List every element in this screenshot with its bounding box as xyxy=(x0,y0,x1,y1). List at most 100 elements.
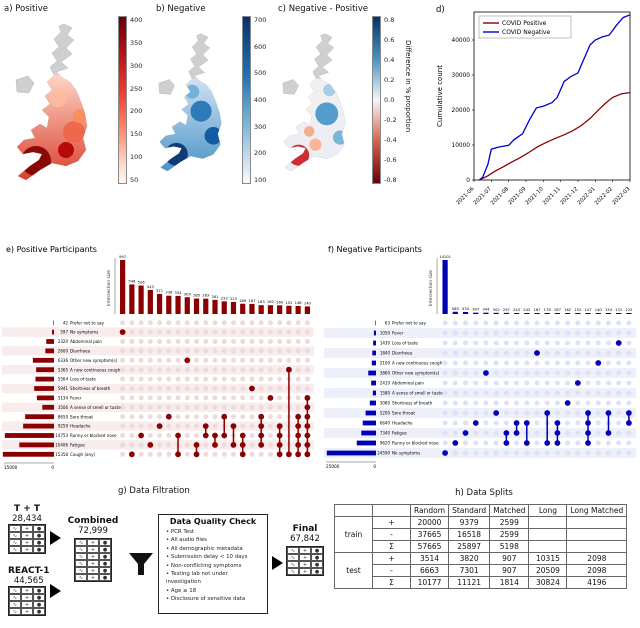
matrix-dot xyxy=(534,320,540,326)
intersection-bar-value: 534 xyxy=(462,307,470,311)
intersection-bar xyxy=(221,301,227,314)
intersection-bar-value: 176 xyxy=(544,308,552,312)
set-label: No symptoms xyxy=(70,330,98,335)
matrix-dot xyxy=(138,404,144,410)
split-count-cell xyxy=(528,528,568,541)
intersection-bar-value: 233 xyxy=(221,296,229,300)
set-size-bar xyxy=(365,410,376,416)
matrix-dot xyxy=(258,395,264,401)
split-count-cell xyxy=(566,516,628,529)
matrix-dot xyxy=(463,390,469,396)
dataset-cell: ● xyxy=(99,574,111,581)
colorbar-tick: -0.2 xyxy=(384,116,397,124)
set-label: A sense of smell or taste xyxy=(70,405,121,410)
matrix-dot xyxy=(463,420,469,426)
matrix-dot xyxy=(544,380,550,386)
matrix-dot xyxy=(585,330,591,336)
matrix-dot xyxy=(157,414,163,420)
panel-e-positive-upset: e) Positive Participants Intersection siz… xyxy=(0,240,318,482)
colorbar-tick: 0.2 xyxy=(384,76,395,84)
row-group-label: train xyxy=(334,516,373,553)
matrix-dot xyxy=(483,320,489,326)
colorbar-tick: 100 xyxy=(130,153,143,162)
set-size-value: 14753 xyxy=(55,433,68,438)
matrix-dot xyxy=(595,340,601,346)
matrix-dot xyxy=(605,380,611,386)
matrix-dot xyxy=(166,367,172,373)
matrix-dot xyxy=(240,395,246,401)
matrix-dot xyxy=(175,376,181,382)
matrix-dot xyxy=(626,440,632,446)
set-label: Fever xyxy=(392,331,404,336)
source-react-count: 44,565 xyxy=(13,576,44,586)
intersection-bar-value: 160 xyxy=(276,300,284,304)
matrix-dot xyxy=(267,357,273,363)
matrix-dot xyxy=(175,348,181,354)
set-size-bar xyxy=(372,390,376,396)
matrix-dot xyxy=(184,386,190,391)
set-size-bar xyxy=(25,414,54,420)
set-label: Other new symptom(s) xyxy=(70,358,118,363)
series-line xyxy=(478,91,631,181)
set-size-bar xyxy=(36,367,54,373)
matrix-dot xyxy=(221,357,227,363)
set-label: Prefer not to say xyxy=(392,321,427,326)
intersection-size-axis-label: Intersection size xyxy=(428,270,434,306)
choropleth-patch xyxy=(204,127,222,145)
intersection-bar xyxy=(483,312,489,314)
matrix-dot xyxy=(473,390,479,396)
intersection-bar xyxy=(249,303,255,314)
set-size-bar xyxy=(34,386,54,391)
legend-label: COVID Positive xyxy=(502,20,547,27)
split-count-cell: 10177 xyxy=(409,576,450,589)
y-tick-label: 30000 xyxy=(452,73,471,79)
set-size-bar xyxy=(52,329,54,335)
matrix-dot xyxy=(524,350,530,356)
matrix-dot xyxy=(194,320,200,326)
matrix-dot xyxy=(575,330,581,336)
choropleth-patch xyxy=(303,126,315,137)
x-tick-label: 2021-12 xyxy=(559,186,579,206)
row-stripe xyxy=(324,448,636,458)
row-sign: + xyxy=(372,516,411,529)
intersection-bar xyxy=(138,285,144,314)
dataset-cell: + xyxy=(87,574,99,581)
dataset-cell: ∿ xyxy=(75,546,87,553)
matrix-dot xyxy=(595,370,601,376)
intersection-bar xyxy=(267,305,274,314)
intersection-bar-value: 162 xyxy=(564,308,571,312)
matrix-dot xyxy=(544,360,550,366)
combo-dot xyxy=(595,360,602,366)
set-label: Diarrhoea xyxy=(392,351,413,356)
matrix-dot xyxy=(249,357,255,363)
intersection-bar-value: 338 xyxy=(165,291,173,295)
matrix-dot xyxy=(442,380,448,386)
matrix-dot xyxy=(575,450,581,456)
matrix-dot xyxy=(463,440,469,446)
matrix-dot xyxy=(230,320,236,326)
matrix-dot xyxy=(277,386,283,391)
colorbar-tick: 200 xyxy=(130,107,143,116)
panel-g-title: g) Data Filtration xyxy=(118,486,190,496)
intersection-bar-value: 163 xyxy=(258,300,266,304)
panel-f-negative-upset: f) Negative Participants Intersection siz… xyxy=(322,240,640,482)
matrix-dot xyxy=(514,400,520,406)
choropleth-patch xyxy=(73,109,87,123)
combo-dot xyxy=(276,451,283,458)
combo-dot xyxy=(544,440,551,446)
set-size-bar xyxy=(368,370,376,376)
matrix-dot xyxy=(503,380,509,386)
matrix-dot xyxy=(483,430,489,436)
intersection-bar xyxy=(473,312,479,314)
colorbar-difference-ticks: 0.8 0.6 0.4 0.2 0.0 -0.2 -0.4 -0.6 -0.8 xyxy=(381,16,407,184)
matrix-dot xyxy=(534,380,540,386)
matrix-dot xyxy=(524,340,530,346)
matrix-dot xyxy=(267,320,273,326)
matrix-dot xyxy=(534,430,540,436)
split-count-cell: 5198 xyxy=(489,540,530,553)
matrix-dot xyxy=(120,451,126,457)
combo-dot xyxy=(295,432,302,439)
upset-title: f) Negative Participants xyxy=(328,245,422,254)
set-size-bar xyxy=(356,440,376,446)
combo-dot xyxy=(295,442,302,448)
